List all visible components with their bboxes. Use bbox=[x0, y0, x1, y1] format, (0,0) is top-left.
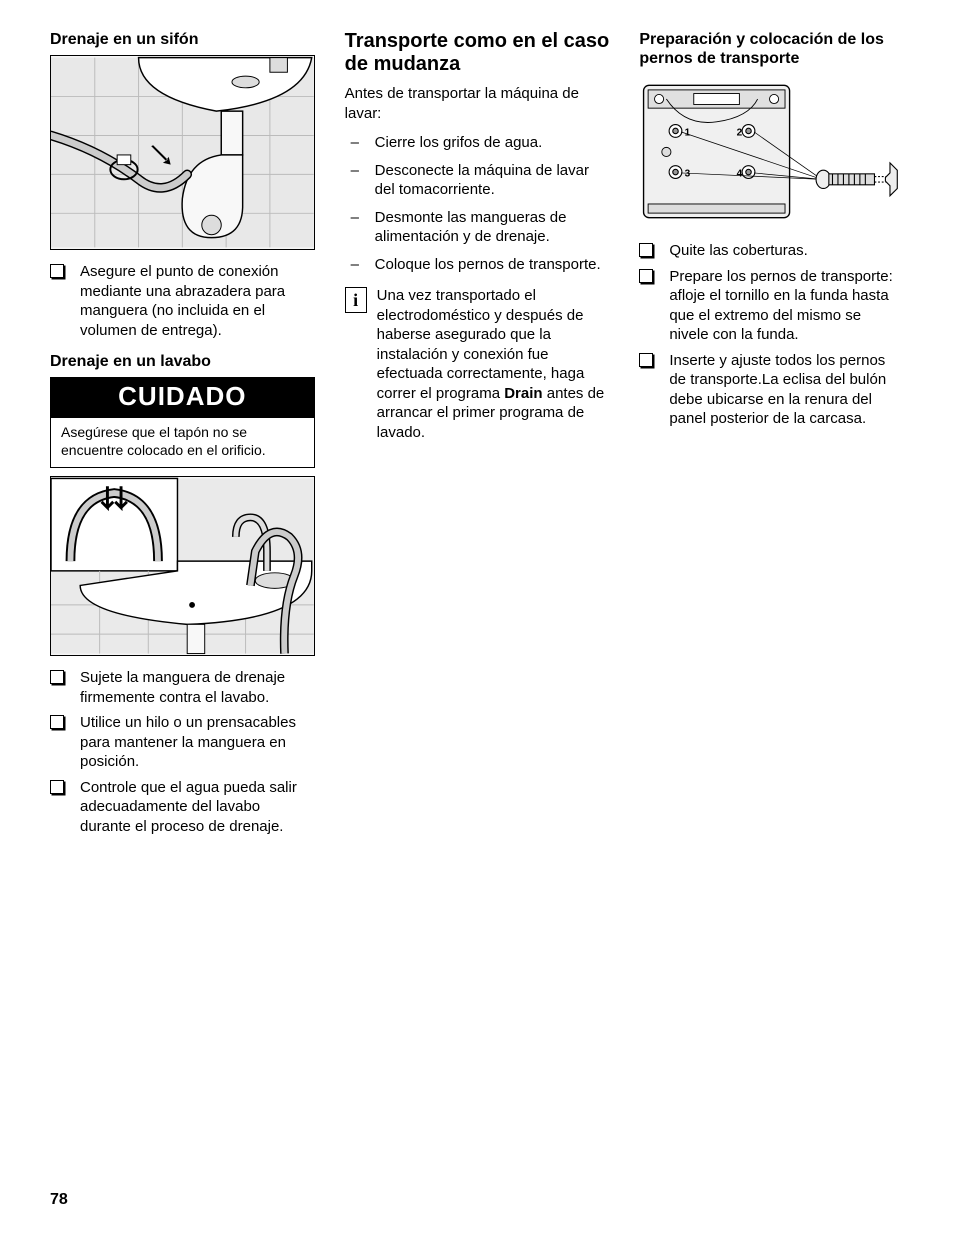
list-item: Inserte y ajuste todos los pernos de tra… bbox=[639, 351, 904, 429]
warning-text: Asegúrese que el tapón no se encuentre c… bbox=[51, 418, 314, 467]
column-middle: Transporte como en el caso de mudanza An… bbox=[345, 30, 610, 848]
heading-pernos: Preparación y colocación de los pernos d… bbox=[639, 30, 904, 68]
pernos-illustration: 1 2 3 4 bbox=[639, 74, 904, 229]
list-item: Coloque los pernos de transporte. bbox=[345, 255, 610, 275]
intro-text: Antes de transportar la máquina de lavar… bbox=[345, 84, 610, 123]
list-item: Asegure el punto de conexión mediante un… bbox=[50, 262, 315, 340]
list-pernos: Quite las coberturas. Prepare los pernos… bbox=[639, 241, 904, 429]
warning-label: CUIDADO bbox=[51, 378, 314, 418]
list-item: Controle que el agua pueda salir adecuad… bbox=[50, 778, 315, 837]
list-item: Utilice un hilo o un prensacables para m… bbox=[50, 713, 315, 772]
list-item: Desmonte las mangueras de alimentación y… bbox=[345, 208, 610, 247]
list-item: Quite las coberturas. bbox=[639, 241, 904, 261]
page-number: 78 bbox=[50, 1190, 68, 1211]
info-text: Una vez transportado el electrodoméstico… bbox=[377, 286, 610, 442]
list-item: Prepare los pernos de transporte: afloje… bbox=[639, 267, 904, 345]
heading-lavabo: Drenaje en un lavabo bbox=[50, 352, 315, 371]
column-right: Preparación y colocación de los pernos d… bbox=[639, 30, 904, 848]
warning-box: CUIDADO Asegúrese que el tapón no se enc… bbox=[50, 377, 315, 468]
figure-sifon bbox=[50, 55, 315, 250]
figure-lavabo bbox=[50, 476, 315, 656]
sifon-illustration bbox=[51, 56, 314, 249]
label-2: 2 bbox=[737, 128, 743, 139]
label-4: 4 bbox=[737, 169, 743, 180]
lavabo-illustration bbox=[51, 477, 314, 655]
list-item: Desconecte la máquina de lavar del tomac… bbox=[345, 161, 610, 200]
info-note: i Una vez transportado el electrodomésti… bbox=[345, 286, 610, 442]
figure-pernos: 1 2 3 4 bbox=[639, 74, 904, 229]
column-left: Drenaje en un sifón bbox=[50, 30, 315, 848]
label-1: 1 bbox=[685, 128, 691, 139]
list-item: Cierre los grifos de agua. bbox=[345, 133, 610, 153]
list-sifon: Asegure el punto de conexión mediante un… bbox=[50, 262, 315, 340]
list-transporte: Cierre los grifos de agua. Desconecte la… bbox=[345, 133, 610, 274]
info-icon: i bbox=[345, 287, 367, 313]
heading-transporte: Transporte como en el caso de mudanza bbox=[345, 30, 610, 76]
heading-sifon: Drenaje en un sifón bbox=[50, 30, 315, 49]
list-item: Sujete la manguera de drenaje firmemente… bbox=[50, 668, 315, 707]
page-columns: Drenaje en un sifón bbox=[50, 30, 904, 848]
label-3: 3 bbox=[685, 169, 691, 180]
info-bold: Drain bbox=[504, 385, 542, 402]
list-lavabo: Sujete la manguera de drenaje firmemente… bbox=[50, 668, 315, 836]
